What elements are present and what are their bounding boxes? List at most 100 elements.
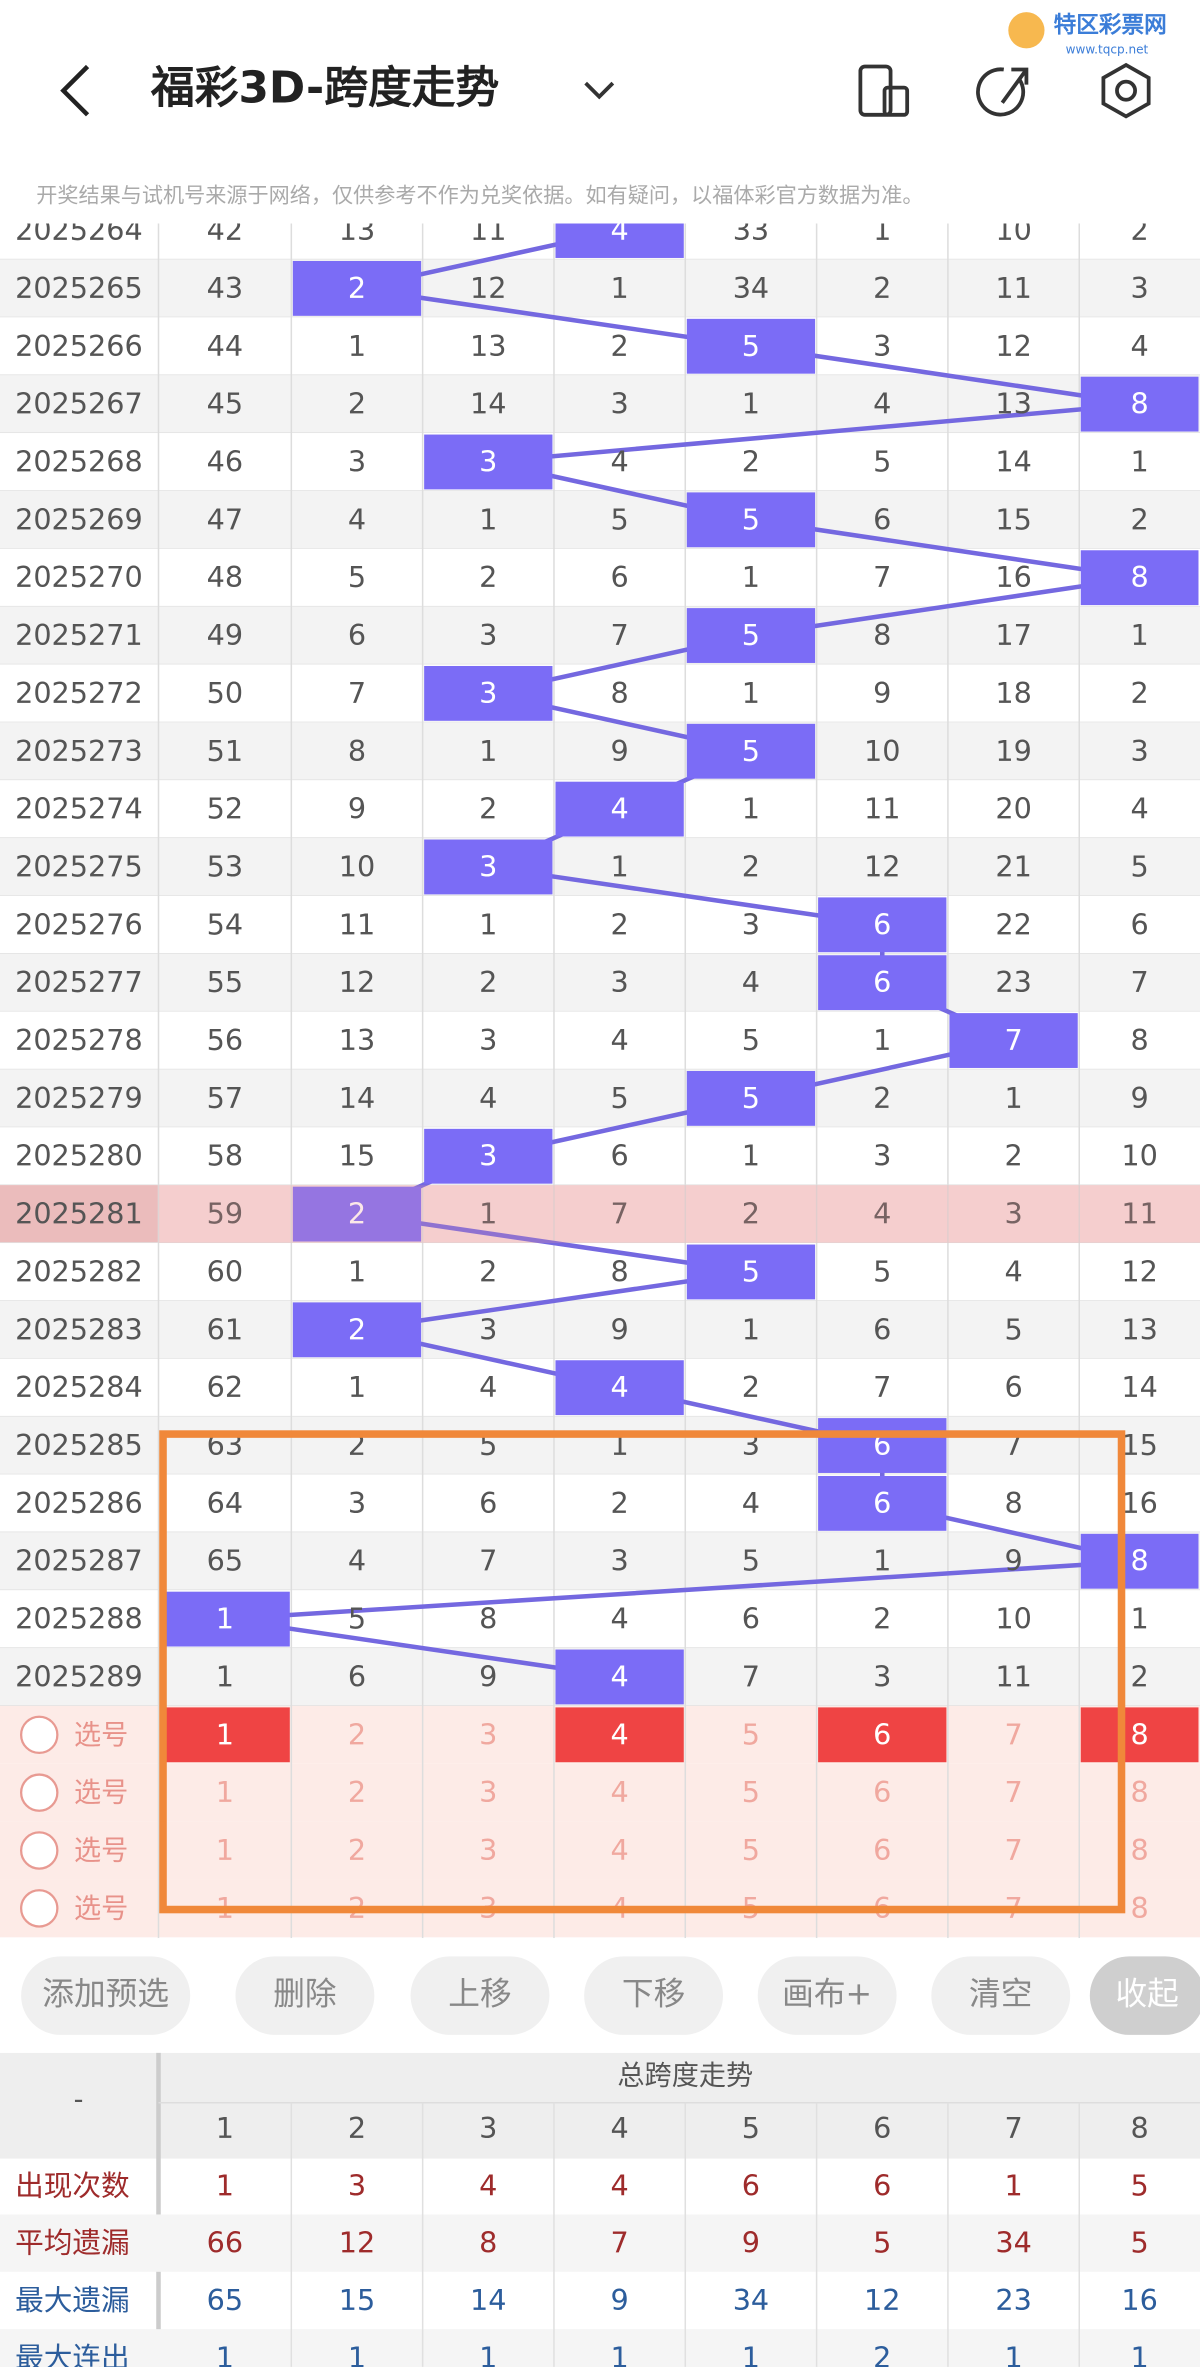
icon-device[interactable] — [858, 64, 910, 117]
pick-number[interactable]: 5 — [742, 1717, 760, 1751]
omission-value: 10 — [864, 734, 900, 768]
hit-value: 6 — [873, 1486, 891, 1520]
pick-radio[interactable] — [20, 1715, 59, 1755]
button-bg[interactable] — [235, 1956, 375, 2035]
pick-number[interactable]: 5 — [742, 1775, 760, 1809]
period: 2025286 — [15, 1486, 143, 1520]
omission-value: 54 — [207, 907, 243, 941]
period: 2025283 — [15, 1312, 143, 1346]
icon-settings[interactable] — [1101, 62, 1151, 119]
pick-radio[interactable] — [20, 1773, 59, 1812]
back-button[interactable] — [60, 64, 90, 117]
button-bg[interactable] — [21, 1956, 191, 2035]
omission-value: 33 — [733, 213, 769, 247]
pick-number[interactable]: 6 — [873, 1717, 891, 1751]
hit-cell — [686, 723, 816, 779]
omission-value: 4 — [348, 1544, 366, 1578]
omission-value: 34 — [733, 271, 769, 305]
pick-number[interactable]: 4 — [611, 1717, 629, 1751]
stats-value: 1 — [1131, 2340, 1149, 2367]
pick-number[interactable]: 7 — [1004, 1775, 1022, 1809]
omission-value: 11 — [995, 1659, 1031, 1693]
hit-cell — [292, 260, 422, 316]
omission-value: 6 — [742, 1602, 760, 1636]
pick-number[interactable]: 4 — [611, 1775, 629, 1809]
pick-number[interactable]: 2 — [348, 1833, 366, 1867]
icon-share[interactable] — [976, 67, 1029, 117]
omission-value: 53 — [207, 849, 243, 883]
pick-number[interactable]: 7 — [1004, 1717, 1022, 1751]
period: 2025274 — [15, 792, 143, 826]
omission-value: 57 — [207, 1081, 243, 1115]
pick-row-bg — [0, 1763, 1200, 1822]
pick-selected[interactable] — [160, 1707, 290, 1763]
stats-column: 2 — [348, 2111, 366, 2145]
pick-number[interactable]: 1 — [216, 1833, 234, 1867]
omission-value: 6 — [873, 502, 891, 536]
button-label[interactable]: 删除 — [273, 1977, 336, 2013]
pick-number[interactable]: 5 — [742, 1833, 760, 1867]
omission-value: 10 — [995, 1602, 1031, 1636]
omission-value: 9 — [611, 1312, 629, 1346]
button-label[interactable]: 上移 — [448, 1977, 511, 2013]
pick-number[interactable]: 6 — [873, 1833, 891, 1867]
omission-value: 21 — [995, 849, 1031, 883]
omission-value: 2 — [1131, 676, 1149, 710]
hit-cell — [818, 1418, 947, 1473]
button-label[interactable]: 下移 — [622, 1977, 685, 2013]
period: 2025272 — [15, 676, 143, 710]
pick-number[interactable]: 7 — [1004, 1833, 1022, 1867]
pick-selected[interactable] — [818, 1707, 947, 1763]
hit-cell — [949, 1013, 1078, 1068]
omission-value: 8 — [611, 676, 629, 710]
pick-number[interactable]: 4 — [611, 1833, 629, 1867]
row-bg — [0, 317, 1200, 376]
hit-value: 5 — [742, 329, 760, 363]
button-label[interactable]: 画布+ — [782, 1977, 872, 2013]
button-bg[interactable] — [584, 1956, 724, 2035]
page-title: 福彩3D-跨度走势 — [150, 63, 499, 114]
stats-value: 34 — [995, 2226, 1031, 2260]
button-bg[interactable] — [757, 1956, 897, 2035]
period: 2025281 — [15, 1197, 143, 1231]
pick-number[interactable]: 8 — [1131, 1775, 1149, 1809]
hit-cell — [1080, 376, 1199, 432]
stats-column: 7 — [1004, 2111, 1022, 2145]
omission-value: 4 — [348, 502, 366, 536]
pick-number[interactable]: 2 — [348, 1775, 366, 1809]
pick-number[interactable]: 2 — [348, 1717, 366, 1751]
stats-value: 4 — [611, 2168, 629, 2202]
pick-number[interactable]: 1 — [216, 1775, 234, 1809]
omission-value: 8 — [1004, 1486, 1022, 1520]
omission-value: 42 — [207, 213, 243, 247]
button-bg[interactable] — [410, 1956, 550, 2035]
pick-number[interactable]: 8 — [1131, 1891, 1149, 1925]
pick-selected[interactable] — [1080, 1707, 1199, 1763]
omission-value: 3 — [611, 387, 629, 421]
omission-value: 2 — [611, 1486, 629, 1520]
pick-radio[interactable] — [20, 1831, 59, 1870]
button-label[interactable]: 收起 — [1115, 1977, 1178, 2013]
pick-number[interactable]: 3 — [479, 1833, 497, 1867]
pick-number[interactable]: 3 — [479, 1775, 497, 1809]
pick-number[interactable]: 6 — [873, 1775, 891, 1809]
omission-value: 2 — [742, 1370, 760, 1404]
button-label[interactable]: 添加预选 — [42, 1977, 169, 2013]
button-bg[interactable] — [1089, 1956, 1200, 2035]
button-label[interactable]: 清空 — [969, 1977, 1032, 2013]
omission-value: 10 — [1121, 1139, 1157, 1173]
omission-value: 1 — [742, 1312, 760, 1346]
pick-radio[interactable] — [20, 1889, 59, 1928]
dropdown-toggle[interactable] — [584, 81, 615, 100]
pick-number[interactable]: 8 — [1131, 1717, 1149, 1751]
pick-number[interactable]: 8 — [1131, 1833, 1149, 1867]
omission-value: 2 — [873, 1081, 891, 1115]
pick-selected[interactable] — [555, 1707, 684, 1763]
button-bg[interactable] — [931, 1956, 1071, 2035]
omission-value: 60 — [207, 1254, 243, 1288]
pick-number[interactable]: 3 — [479, 1717, 497, 1751]
omission-value: 4 — [479, 1370, 497, 1404]
pick-number[interactable]: 1 — [216, 1717, 234, 1751]
omission-value: 2 — [611, 907, 629, 941]
omission-value: 61 — [207, 1312, 243, 1346]
